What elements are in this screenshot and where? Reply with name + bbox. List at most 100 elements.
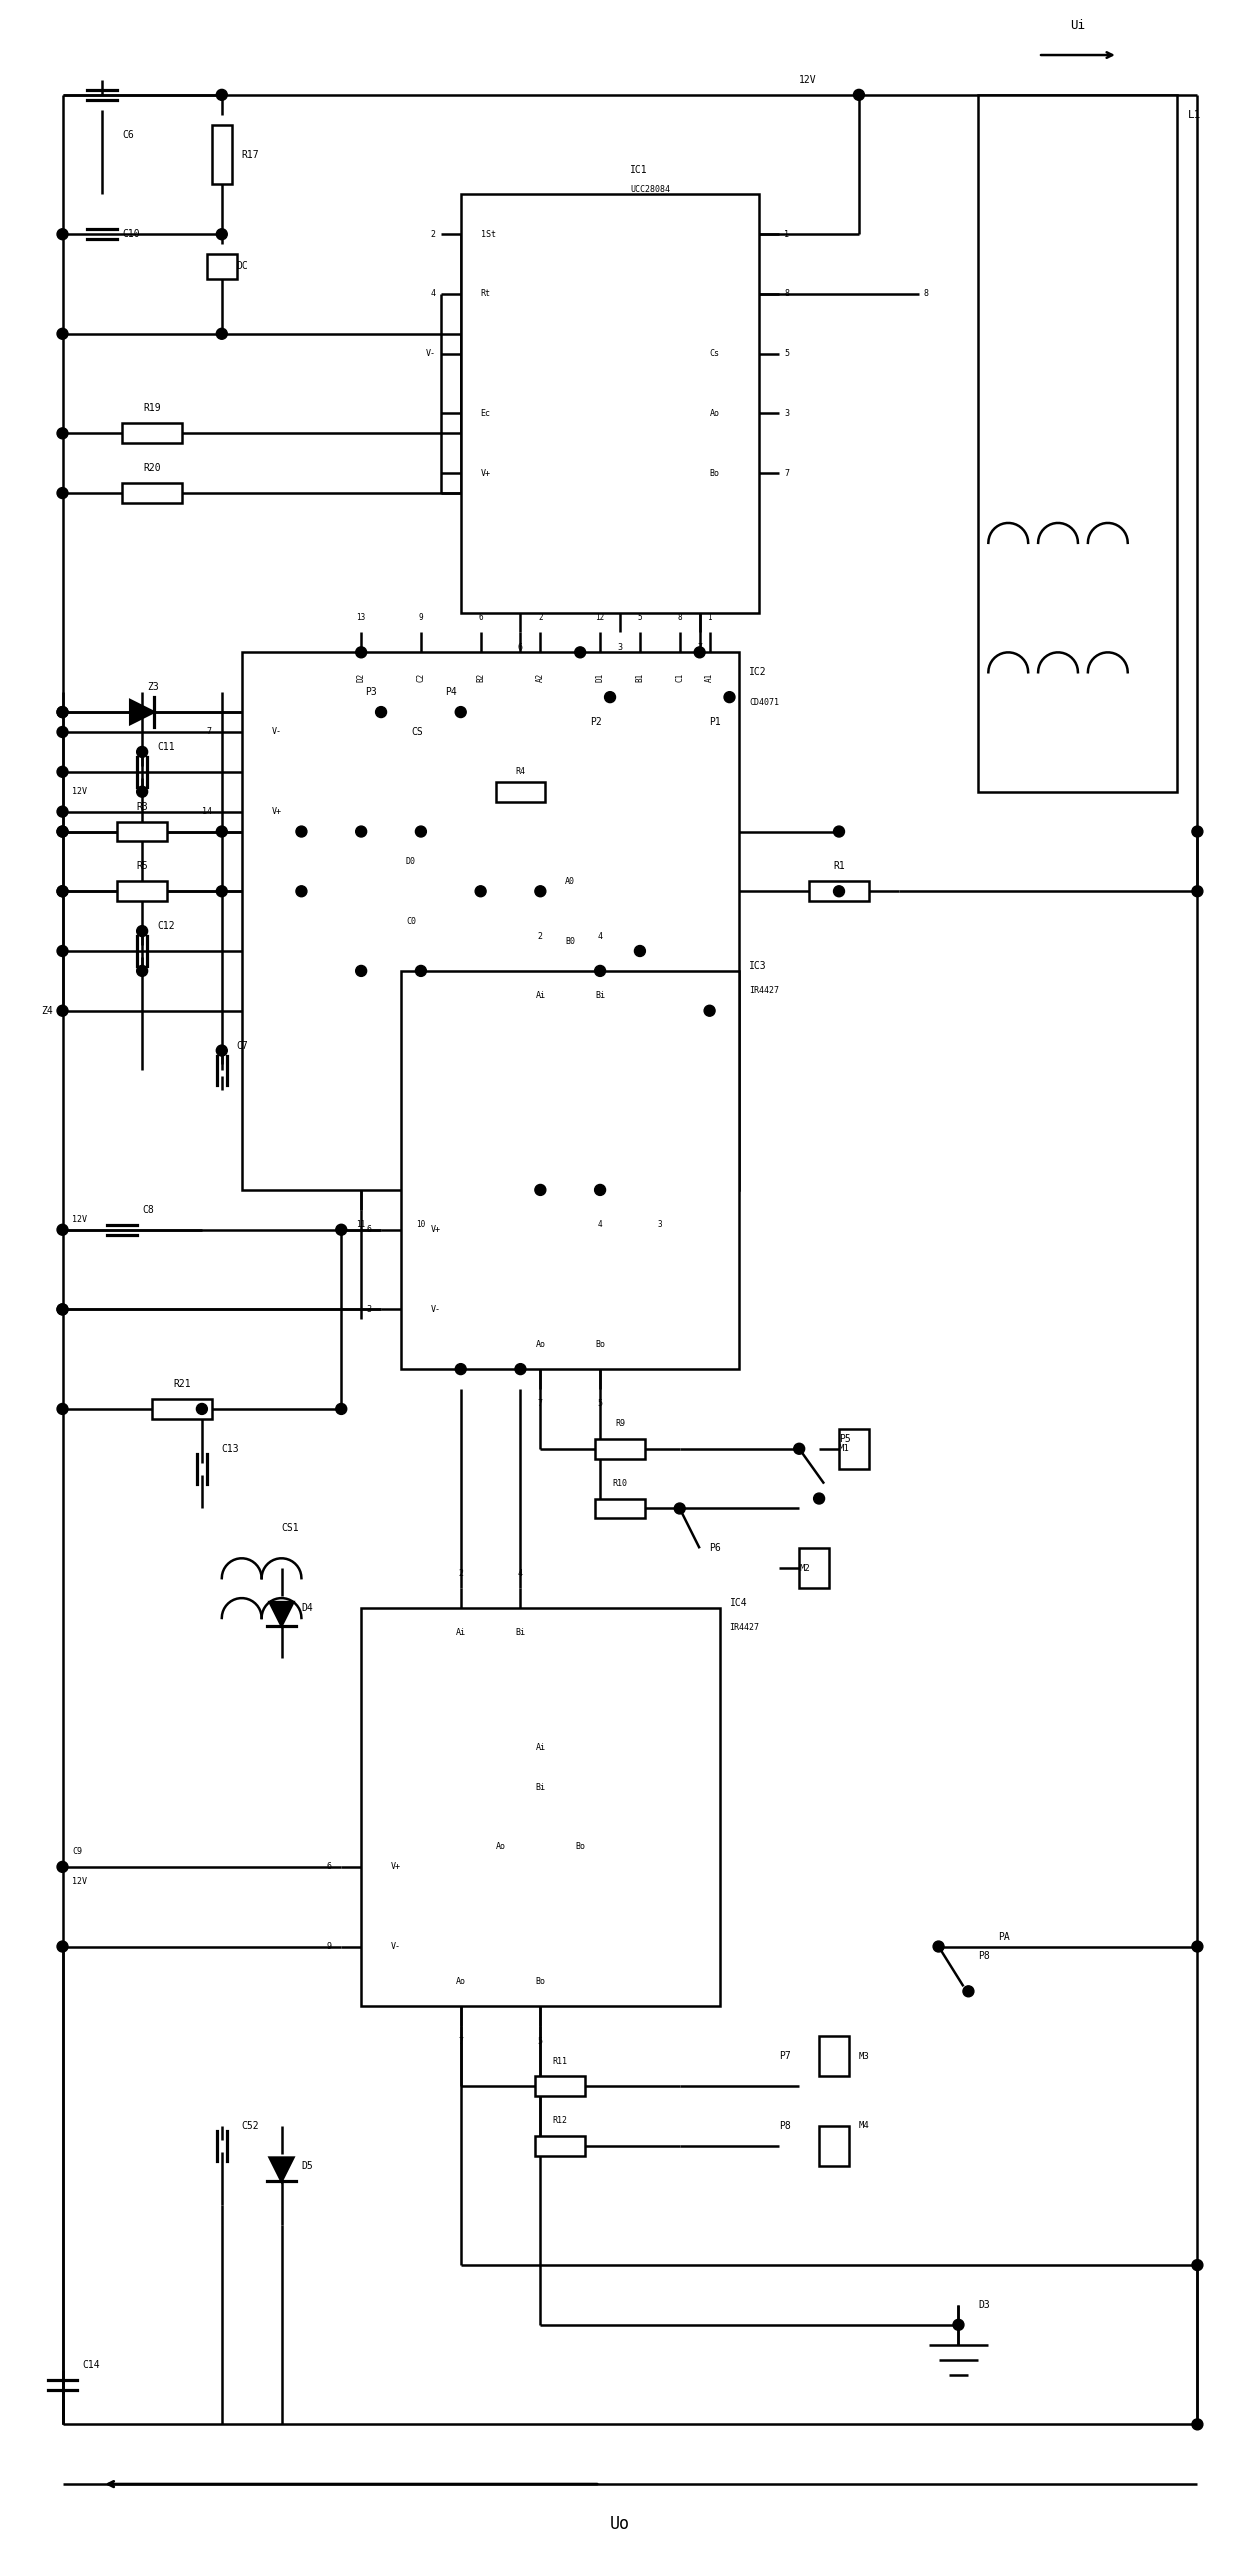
Bar (153, 1400, 212, 1418)
Bar (810, 881, 869, 902)
Bar (820, 2037, 849, 2076)
Text: IC3: IC3 (749, 961, 768, 971)
Text: C13: C13 (222, 1444, 239, 1454)
Circle shape (216, 229, 227, 239)
Text: 3: 3 (784, 408, 790, 419)
Circle shape (57, 706, 68, 717)
Circle shape (704, 1004, 715, 1017)
Text: R5: R5 (136, 861, 148, 871)
Text: Ao: Ao (496, 1842, 506, 1852)
Text: L1: L1 (1188, 110, 1202, 121)
Text: P4: P4 (445, 686, 456, 696)
Text: Cs: Cs (709, 349, 719, 357)
Text: UCC28084: UCC28084 (630, 185, 670, 193)
Text: 4: 4 (518, 1570, 523, 1577)
Circle shape (57, 945, 68, 956)
Circle shape (57, 886, 68, 897)
Text: 6: 6 (518, 642, 523, 653)
Text: B1: B1 (635, 673, 645, 681)
Bar (207, 254, 237, 280)
Text: Ec: Ec (481, 408, 491, 419)
Circle shape (455, 1364, 466, 1374)
Circle shape (216, 886, 227, 897)
Text: M1: M1 (839, 1444, 849, 1454)
Text: Uo: Uo (610, 2515, 630, 2533)
Bar (361, 1608, 719, 2006)
Text: V-: V- (430, 1305, 441, 1313)
Bar (800, 1549, 830, 1588)
Bar (123, 424, 182, 444)
Text: 8: 8 (924, 290, 929, 298)
Bar (212, 126, 232, 185)
Text: P3: P3 (366, 686, 377, 696)
Text: 9: 9 (419, 614, 423, 622)
Text: Ai: Ai (456, 1629, 466, 1636)
Circle shape (376, 706, 387, 717)
Text: 9: 9 (326, 1942, 331, 1950)
Circle shape (296, 886, 308, 897)
Circle shape (415, 827, 427, 837)
Circle shape (57, 1305, 68, 1315)
Text: V-: V- (272, 727, 281, 737)
Text: P8: P8 (978, 1952, 990, 1963)
Text: 6: 6 (326, 1863, 331, 1870)
Text: Bo: Bo (536, 1978, 546, 1986)
Text: D2: D2 (357, 673, 366, 681)
Circle shape (1192, 886, 1203, 897)
Circle shape (57, 488, 68, 498)
Circle shape (794, 1444, 805, 1454)
Text: C0: C0 (405, 917, 415, 925)
Circle shape (216, 827, 227, 837)
Text: 1: 1 (784, 229, 790, 239)
Text: D1: D1 (595, 673, 605, 681)
Text: 12V: 12V (72, 786, 88, 796)
Circle shape (57, 1004, 68, 1017)
Bar (536, 2135, 585, 2155)
Circle shape (1192, 827, 1203, 837)
Text: 3: 3 (657, 1220, 662, 1231)
Circle shape (216, 1046, 227, 1056)
Text: 7: 7 (538, 1400, 543, 1408)
Circle shape (954, 2320, 963, 2330)
Circle shape (635, 945, 645, 956)
Circle shape (356, 966, 367, 976)
Text: C1: C1 (676, 673, 684, 681)
Text: 12: 12 (595, 614, 605, 622)
Circle shape (216, 90, 227, 100)
Text: D3: D3 (978, 2299, 990, 2310)
Text: D5: D5 (301, 2161, 314, 2171)
Circle shape (57, 1305, 68, 1315)
Text: R11: R11 (553, 2058, 568, 2065)
Circle shape (853, 90, 864, 100)
Text: V+: V+ (430, 1225, 441, 1233)
Text: 10: 10 (417, 1220, 425, 1231)
Text: A0: A0 (565, 876, 575, 886)
Bar (595, 1498, 645, 1518)
Circle shape (57, 807, 68, 817)
Text: Bi: Bi (595, 992, 605, 999)
Text: 5: 5 (538, 2037, 543, 2045)
Text: R1: R1 (833, 861, 844, 871)
Text: IR4427: IR4427 (749, 986, 780, 994)
Circle shape (833, 886, 844, 897)
Text: 8: 8 (784, 290, 790, 298)
Circle shape (296, 827, 308, 837)
Circle shape (57, 1403, 68, 1416)
Circle shape (833, 827, 844, 837)
Text: Z3: Z3 (148, 683, 159, 691)
Polygon shape (130, 701, 154, 724)
Text: 7: 7 (697, 642, 702, 653)
Bar (496, 781, 546, 802)
Text: P1: P1 (709, 717, 722, 727)
Text: A2: A2 (536, 673, 544, 681)
Circle shape (356, 827, 367, 837)
Circle shape (515, 1364, 526, 1374)
Text: C12: C12 (157, 922, 175, 930)
Text: P5: P5 (839, 1434, 851, 1444)
Bar (118, 881, 167, 902)
Circle shape (694, 647, 706, 658)
Text: 1St: 1St (481, 229, 496, 239)
Text: R10: R10 (613, 1480, 627, 1487)
Circle shape (216, 329, 227, 339)
Text: P8: P8 (779, 2122, 791, 2130)
